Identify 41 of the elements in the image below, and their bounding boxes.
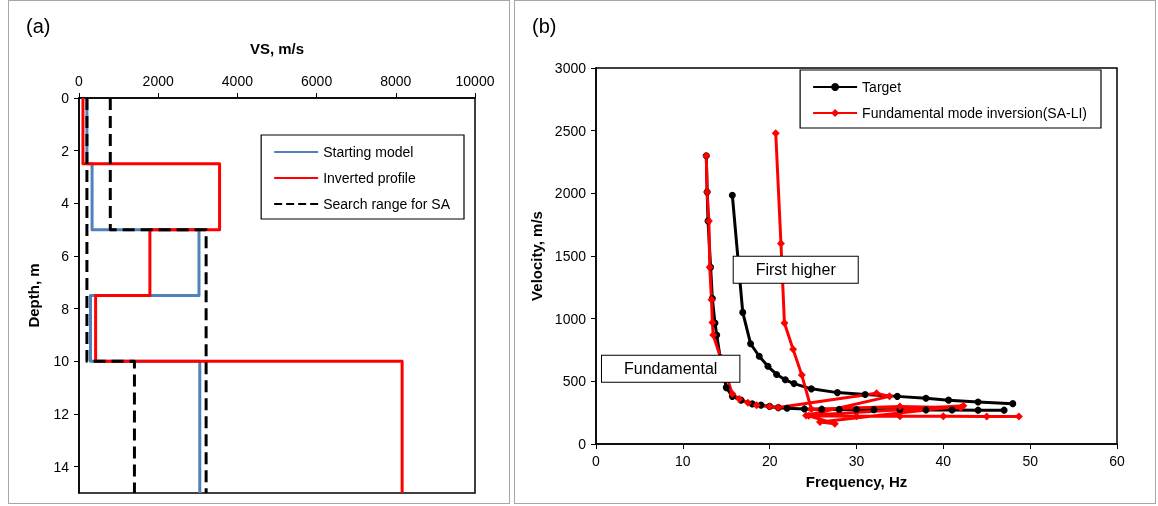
y-tick-label: 0 [578,436,587,452]
x-tick-label: 10 [675,453,691,469]
y-tick-label: 4 [61,195,70,212]
x-tick-label: 6000 [301,73,333,89]
x-tick-label: 0 [75,73,84,89]
x-tick-label: 50 [1022,453,1039,469]
y-tick-label: 500 [562,373,587,390]
x-tick-label: 2000 [142,73,174,89]
x-tick-label: 60 [1109,453,1125,469]
y-tick-label: 10 [53,353,70,370]
x-axis-title: VS, m/s [249,40,305,57]
x-tick-label: 30 [848,453,865,469]
legend-label: Fundamental mode inversion(SA-LI) [862,105,1088,121]
legend-label: Inverted profile [323,170,416,186]
y-tick-label: 1000 [554,310,587,327]
annotation: Fundamental [623,360,718,378]
y-axis-title: Velocity, m/s [527,211,545,301]
y-tick-label: 1500 [554,248,587,264]
y-tick-label: 6 [61,248,70,264]
x-tick-label: 8000 [380,73,412,89]
y-tick-label: 2 [61,142,70,159]
annotation: First higher [755,261,837,279]
y-axis-title: Depth, m [25,263,42,328]
chart-title: (a) [26,15,51,37]
x-tick-label: 40 [935,453,952,469]
legend-label: Starting model [323,144,414,160]
x-tick-label: 20 [761,453,778,469]
y-tick-label: 14 [53,458,70,475]
x-tick-label: 10000 [455,73,495,89]
y-tick-label: 3000 [554,60,587,76]
y-tick-label: 0 [61,90,70,106]
y-tick-label: 2500 [554,122,587,139]
legend-label: Search range for SA [323,196,451,212]
y-tick-label: 2000 [554,185,587,202]
x-tick-label: 0 [592,453,601,469]
y-tick-label: 12 [53,406,70,422]
x-tick-label: 4000 [221,73,254,89]
legend-label: Target [862,79,902,95]
y-tick-label: 8 [61,300,70,317]
chart-title: (b) [532,15,557,37]
x-axis-title: Frequency, Hz [805,473,908,490]
